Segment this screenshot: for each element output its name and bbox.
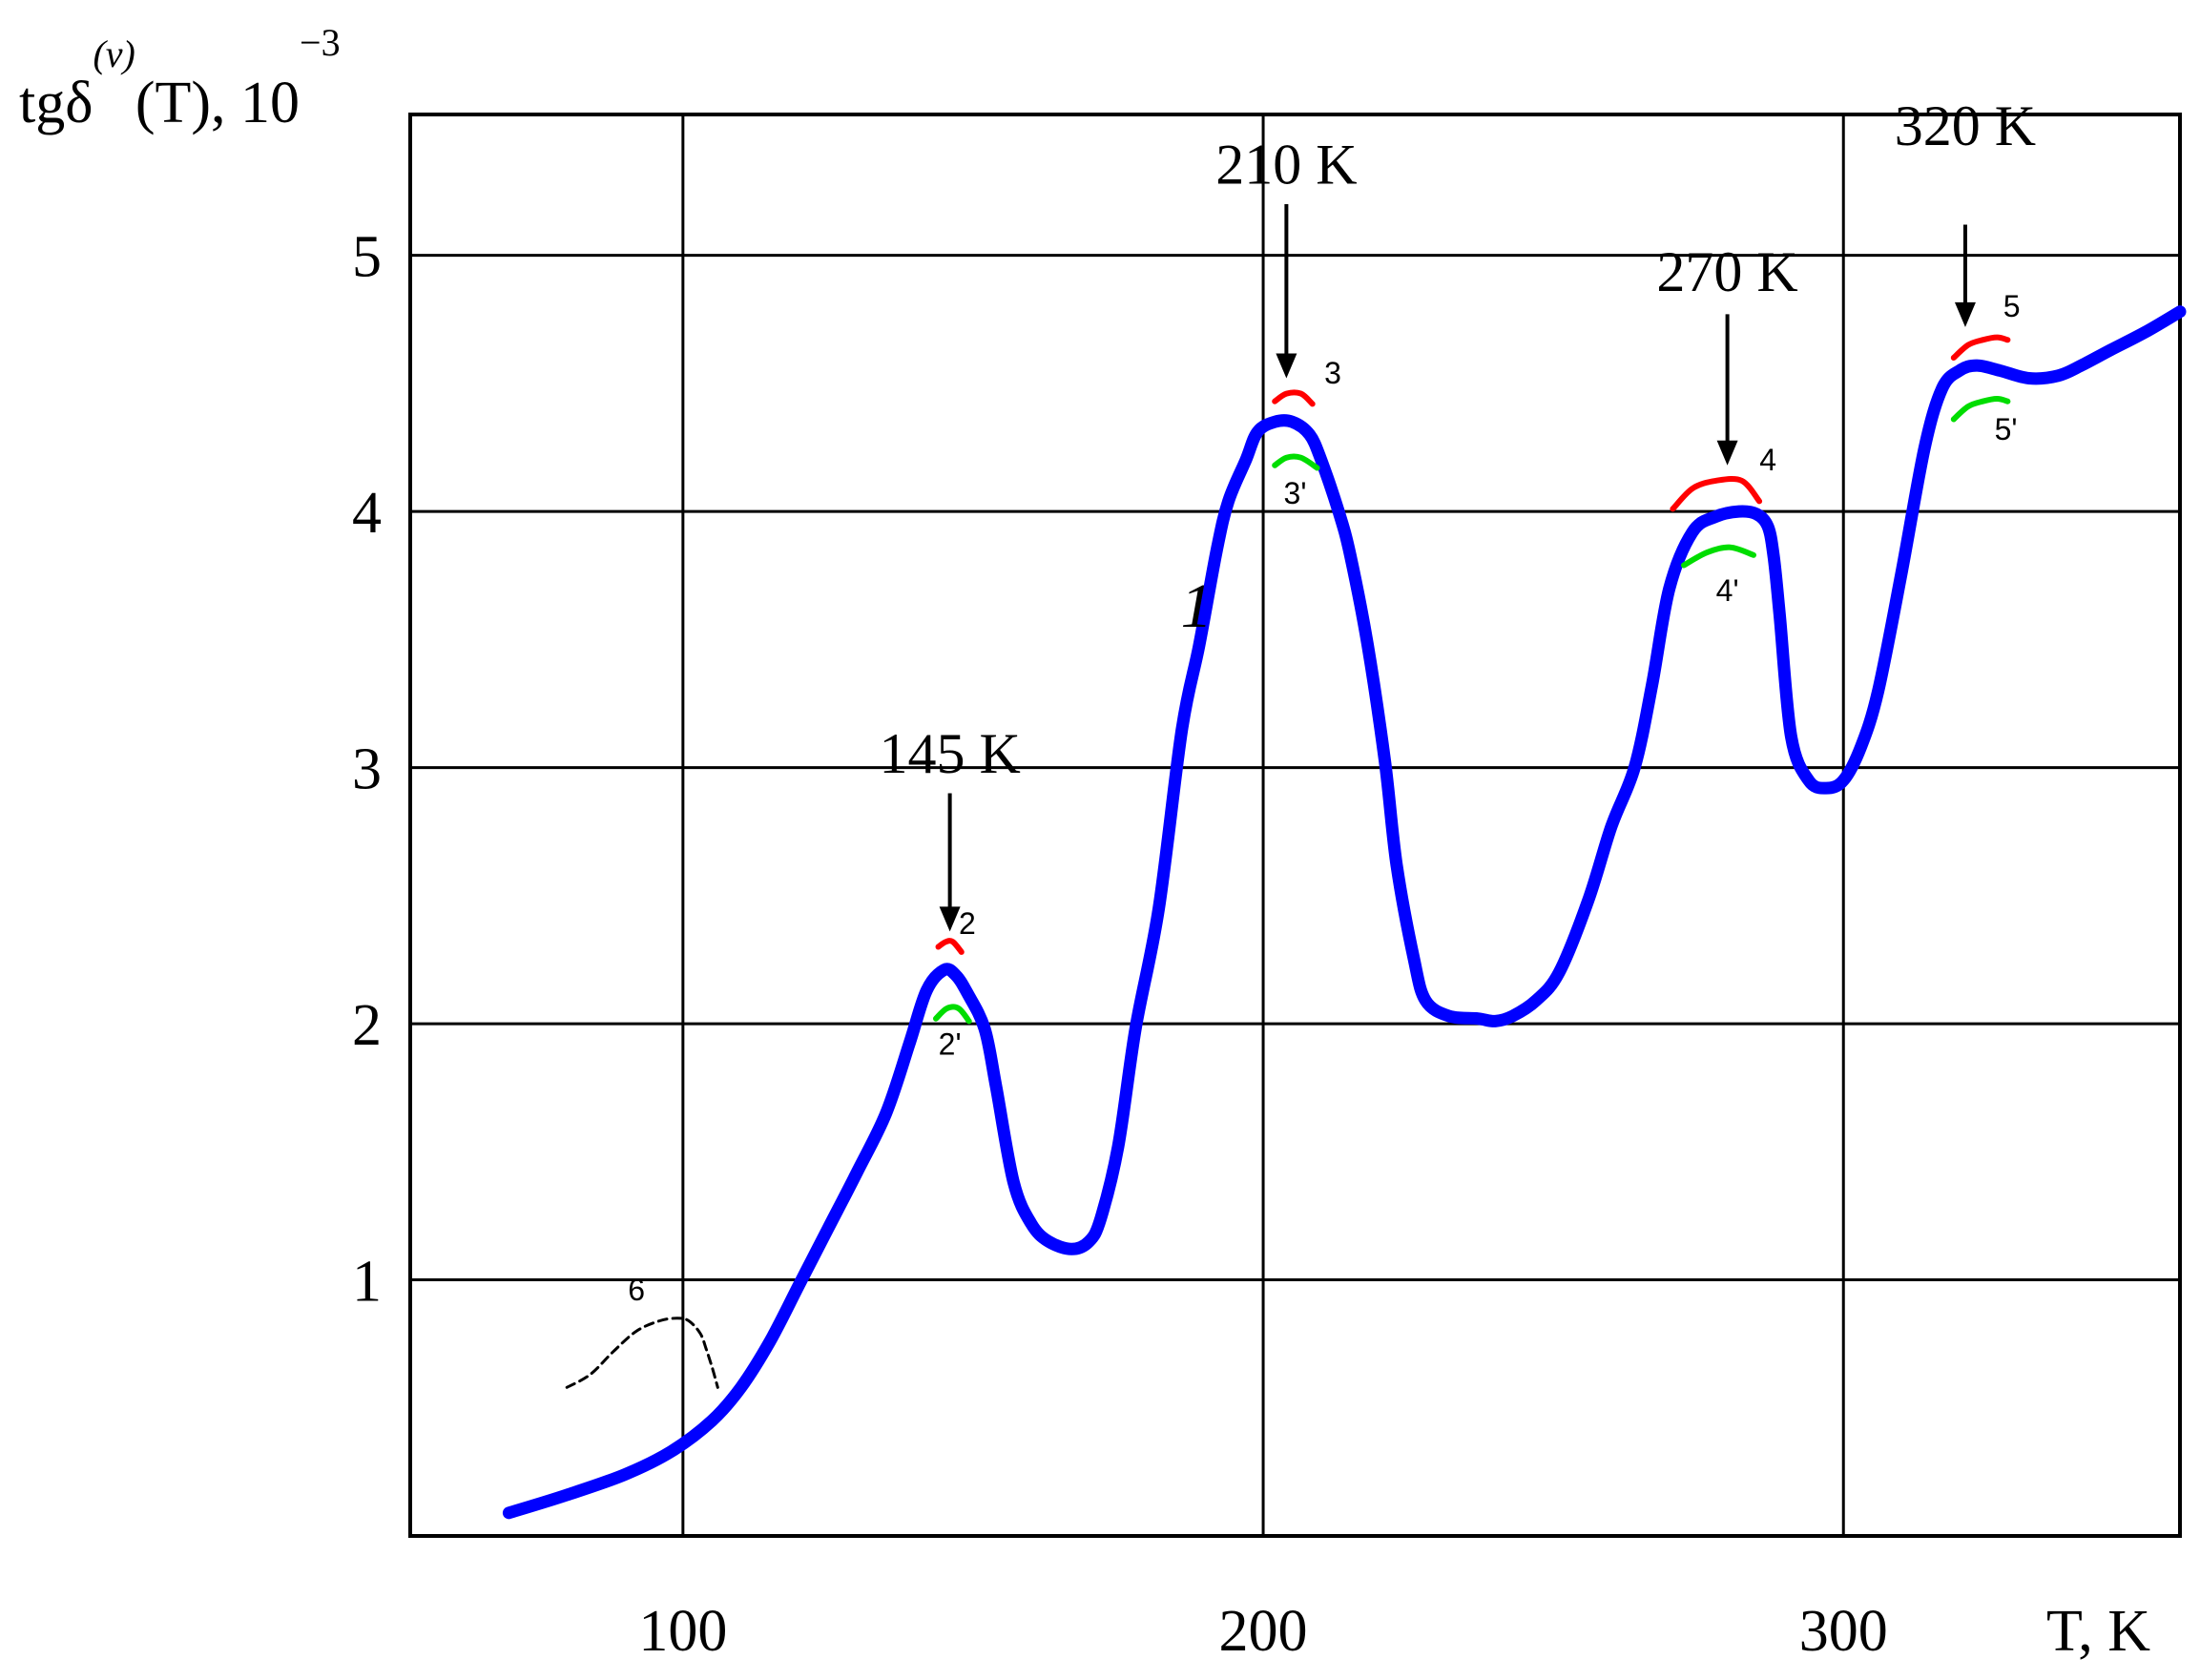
marker-arc-5': [1950, 395, 2011, 423]
annotation-arrow-head-210-K: [1276, 353, 1297, 379]
y-axis-label-main: tgδ: [19, 71, 93, 135]
marker-arc-4': [1681, 544, 1756, 569]
series-layer: [502, 305, 2187, 1520]
series-label-3: 3: [1324, 356, 1341, 390]
series-label-2-prime: 2': [939, 1027, 962, 1061]
marker-arc-3': [1272, 453, 1320, 471]
series-label-1: 1: [1181, 571, 1213, 641]
series-line-1: [502, 305, 2187, 1520]
label-layer: 1 2 2' 3 3' 4 4' 5 5' 6: [628, 289, 2020, 1307]
series-label-4-prime: 4': [1716, 573, 1739, 608]
marker-arc-4: [1670, 475, 1763, 512]
y-tick-label-5: 5: [352, 225, 382, 290]
marker-arc-2': [933, 1004, 972, 1025]
y-tick-label-1: 1: [352, 1250, 382, 1315]
series-label-5-prime: 5': [1995, 412, 2018, 446]
plot-frame: [408, 113, 2182, 1538]
y-tick-label-4: 4: [352, 481, 382, 546]
x-tick-label-100: 100: [638, 1599, 727, 1664]
series-label-6: 6: [628, 1273, 645, 1307]
y-tick-label-3: 3: [352, 737, 382, 802]
series-label-2: 2: [959, 906, 976, 941]
x-tick-label-200: 200: [1219, 1599, 1308, 1664]
annotation-label-270-K: 270 K: [1656, 240, 1797, 303]
annotation-layer: 145 K 210 K 270 K 320 K: [879, 94, 2036, 932]
annotation-arrow-head-270-K: [1716, 440, 1738, 466]
x-axis-label: T, K: [2046, 1599, 2150, 1664]
grid: [410, 114, 2180, 1536]
series-label-3-prime: 3': [1284, 476, 1307, 510]
annotation-arrow-head-145-K: [939, 906, 961, 932]
y-axis-label-exponent: −3: [300, 21, 341, 64]
annotation-label-145-K: 145 K: [879, 722, 1020, 785]
series-line-6: [565, 1317, 719, 1389]
y-axis-label-superscript: (v): [93, 32, 135, 75]
x-tick-label-300: 300: [1799, 1599, 1888, 1664]
annotation-label-210-K: 210 K: [1215, 133, 1357, 196]
series-label-5: 5: [2003, 289, 2021, 323]
y-axis-label-suffix: (T), 10: [135, 71, 300, 135]
marker-arc-5: [1950, 334, 2011, 361]
series-label-4: 4: [1759, 443, 1776, 477]
y-axis-label: tgδ(v)(T), 10−3: [19, 21, 341, 135]
marker-arc-3: [1272, 389, 1316, 407]
y-tick-label-2: 2: [352, 993, 382, 1058]
marker-layer: [933, 334, 2011, 1025]
annotation-label-320-K: 320 K: [1895, 94, 2036, 157]
tick-layer: 100 200 300 1 2 3 4 5: [352, 225, 1888, 1664]
annotation-arrow-head-320-K: [1954, 301, 1976, 327]
marker-arc-2: [935, 938, 965, 955]
